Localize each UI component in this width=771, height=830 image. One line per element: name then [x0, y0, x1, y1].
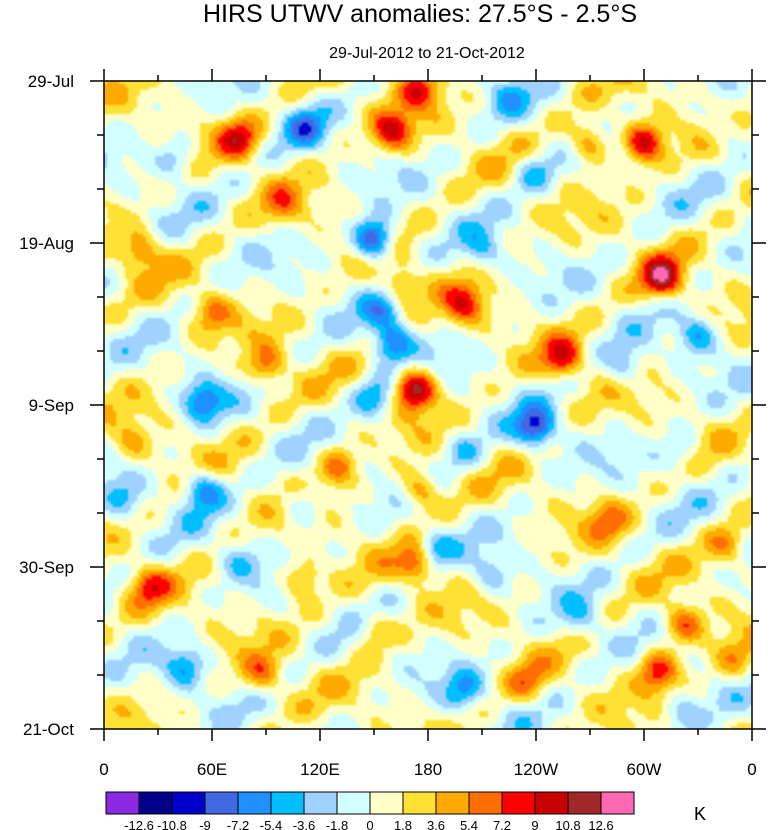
x-tick-label: 60W: [627, 760, 662, 779]
colorbar-label: 12.6: [588, 818, 613, 830]
colorbar-label: 9: [531, 818, 538, 830]
x-tick-label: 60E: [197, 760, 227, 779]
y-tick-label: 29-Jul: [28, 72, 74, 91]
x-tick-label: 120W: [514, 760, 558, 779]
y-tick-label: 19-Aug: [19, 234, 74, 253]
colorbar: -12.6 -10.8 -9 -7.2 -5.4 -3.6 -1.8 0 1.8 3.6 5.4 7.…: [105, 791, 635, 830]
y-tick-label: 9-Sep: [29, 396, 74, 415]
colorbar-swatch: [138, 791, 173, 815]
x-tick-label: 120E: [300, 760, 340, 779]
colorbar-swatch: [468, 791, 503, 815]
colorbar-label: 7.2: [493, 818, 511, 830]
axes: 0 60E 120E 180 120W 60W 0 29-Jul 19-Aug 9-Sep 30-S…: [19, 69, 766, 779]
colorbar-label: -9: [199, 818, 211, 830]
y-tick-label: 21-Oct: [23, 720, 74, 739]
colorbar-label: 1.8: [394, 818, 412, 830]
x-tick-label: 0: [747, 760, 756, 779]
colorbar-swatch: [369, 791, 404, 815]
colorbar-swatch: [567, 791, 602, 815]
plot-area: [103, 80, 753, 730]
colorbar-swatch: [237, 791, 272, 815]
colorbar-swatch: [270, 791, 305, 815]
colorbar-label: -12.6: [124, 818, 154, 830]
units-label: K: [694, 804, 706, 824]
colorbar-swatch: [402, 791, 437, 815]
colorbar-label: -5.4: [260, 818, 282, 830]
colorbar-label: -3.6: [293, 818, 315, 830]
colorbar-label: -7.2: [227, 818, 249, 830]
colorbar-swatch: [204, 791, 239, 815]
chart-title: HIRS UTWV anomalies: 27.5°S - 2.5°S: [203, 0, 637, 28]
x-tick-label: 180: [414, 760, 442, 779]
colorbar-swatch: [303, 791, 338, 815]
colorbar-label: -10.8: [157, 818, 187, 830]
colorbar-swatch: [171, 791, 206, 815]
x-tick-label: 0: [99, 760, 108, 779]
y-tick-label: 30-Sep: [19, 558, 74, 577]
anomaly-field: [104, 81, 752, 729]
colorbar-label: 10.8: [555, 818, 580, 830]
colorbar-swatch: [501, 791, 536, 815]
colorbar-label: 0: [366, 818, 373, 830]
chart-subtitle: 29-Jul-2012 to 21-Oct-2012: [329, 45, 525, 62]
colorbar-swatch: [105, 791, 140, 815]
colorbar-swatch: [435, 791, 470, 815]
colorbar-swatch: [600, 791, 635, 815]
colorbar-label: 5.4: [460, 818, 478, 830]
colorbar-swatch: [336, 791, 371, 815]
colorbar-swatch: [534, 791, 569, 815]
colorbar-label: -1.8: [326, 818, 348, 830]
colorbar-label: 3.6: [427, 818, 445, 830]
